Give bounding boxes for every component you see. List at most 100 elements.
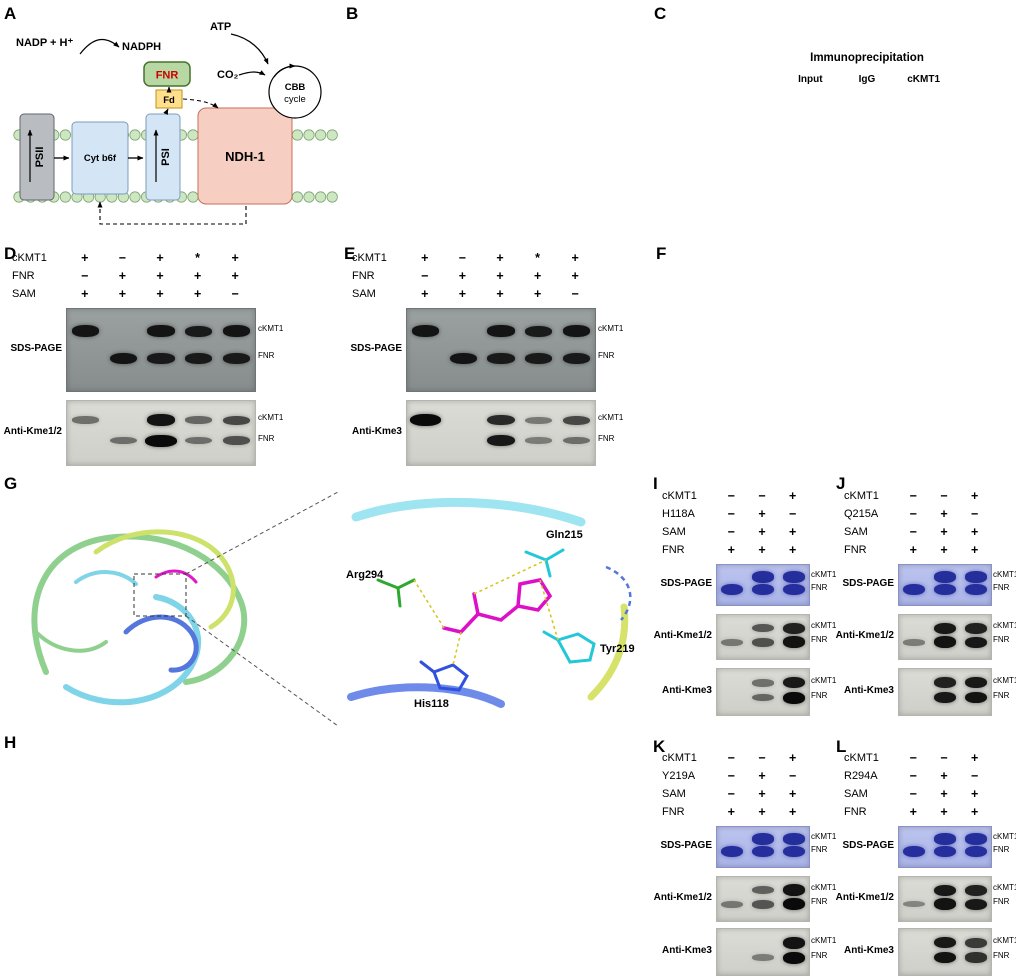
gel-band [147, 325, 175, 337]
gel-band [782, 898, 805, 911]
gel-row-label: SDS-PAGE [350, 343, 403, 354]
gel-band [449, 352, 477, 364]
condition-sign: + [156, 269, 164, 283]
band-label: cKMT1 [993, 935, 1016, 945]
gel-row-label: Anti-Kme3 [661, 945, 712, 956]
condition-sign: − [789, 507, 797, 521]
lane-condition-label: cKMT1 [662, 752, 697, 764]
lane-condition-label: cKMT1 [844, 752, 879, 764]
sam-sticks [442, 578, 553, 634]
gel-band [751, 900, 775, 909]
gel-band [782, 636, 805, 649]
his118-label: His118 [414, 698, 449, 710]
gel-band [109, 352, 137, 364]
band-label: FNR [993, 690, 1010, 700]
lane-condition-label: cKMT1 [352, 252, 387, 264]
condition-sign: + [940, 543, 948, 557]
gel-band [964, 677, 987, 689]
panel-label-c: C [654, 4, 667, 23]
gel-anti-kme3 [898, 928, 992, 976]
ip-lane-label: cKMT1 [907, 74, 941, 85]
band-label: FNR [811, 897, 828, 907]
condition-sign: + [940, 525, 948, 539]
condition-sign: + [156, 251, 164, 265]
gel-band [721, 900, 744, 908]
gel-band [933, 898, 957, 911]
condition-sign: − [727, 751, 735, 765]
condition-sign: + [789, 787, 797, 801]
condition-sign: − [458, 251, 467, 265]
gel-band [185, 325, 213, 337]
active-site-inset: Gln215 Arg294 Tyr219 His118 [346, 497, 635, 710]
gel-anti-kme3 [716, 668, 810, 716]
gel-band [933, 951, 957, 964]
gel-band [782, 691, 805, 704]
gel-band [933, 937, 957, 949]
condition-sign: + [971, 489, 979, 503]
cbb-label-1: CBB [285, 82, 306, 93]
bound-sam-ligand [154, 569, 198, 584]
gel-band [964, 622, 987, 634]
condition-sign: − [727, 489, 735, 503]
panel-b-sensorgram-chart [350, 8, 650, 220]
gel-band [525, 437, 553, 445]
condition-sign: + [758, 805, 766, 819]
gel-band [964, 846, 987, 858]
band-label: cKMT1 [993, 621, 1016, 631]
gel-band [751, 571, 775, 583]
condition-sign: + [971, 751, 979, 765]
psi-label: PSI [160, 148, 172, 166]
band-label: FNR [993, 582, 1010, 592]
condition-sign: − [727, 507, 735, 521]
band-label: FNR [811, 950, 828, 960]
condition-sign: + [971, 525, 979, 539]
condition-sign: − [231, 287, 239, 301]
ip-lane-label: IgG [858, 74, 876, 85]
band-label: cKMT1 [598, 413, 624, 423]
nadp-to-nadph-arrow [79, 39, 120, 55]
gel-band [964, 571, 987, 583]
gel-band [751, 833, 775, 845]
condition-sign: + [496, 287, 504, 301]
band-label: FNR [993, 950, 1010, 960]
band-label: FNR [258, 351, 275, 361]
condition-sign: + [118, 269, 127, 283]
tyr219-label: Tyr219 [600, 643, 635, 655]
condition-sign: − [727, 787, 735, 801]
band-label: cKMT1 [993, 883, 1016, 893]
psii-label: PSII [34, 147, 46, 168]
gel-band [145, 434, 177, 447]
gel-row-label: Anti-Kme3 [661, 685, 712, 696]
panel-label-i: I [653, 474, 658, 493]
condition-sign: − [727, 525, 735, 539]
condition-sign: + [421, 251, 429, 265]
band-label: cKMT1 [811, 832, 837, 841]
lane-condition-label: H118A [662, 508, 695, 520]
gel-band [964, 952, 987, 963]
gel-anti-kme3 [716, 928, 810, 976]
panel-label-h: H [4, 733, 17, 752]
gel-row-label: SDS-PAGE [660, 578, 713, 589]
gel-band [72, 325, 100, 337]
condition-sign: + [971, 805, 979, 819]
band-label: FNR [993, 635, 1010, 645]
gel-row-label: Anti-Kme3 [351, 426, 402, 437]
atp-arrow [230, 33, 269, 65]
gel-band [933, 677, 957, 689]
gel-band [222, 352, 250, 364]
ndh1-label: NDH-1 [225, 149, 265, 164]
condition-sign: − [940, 751, 948, 765]
gel-row-label: Anti-Kme3 [843, 685, 894, 696]
gel-band [964, 884, 987, 896]
band-label: cKMT1 [811, 675, 837, 685]
gel-band [933, 584, 957, 596]
condition-sign: + [789, 805, 797, 819]
gel-band [782, 622, 805, 634]
condition-sign: + [571, 269, 579, 283]
condition-sign: + [458, 287, 467, 301]
gel-band [933, 833, 957, 845]
panel-h-alignment [8, 750, 654, 977]
condition-sign: − [909, 751, 917, 765]
gel-band [562, 325, 590, 337]
